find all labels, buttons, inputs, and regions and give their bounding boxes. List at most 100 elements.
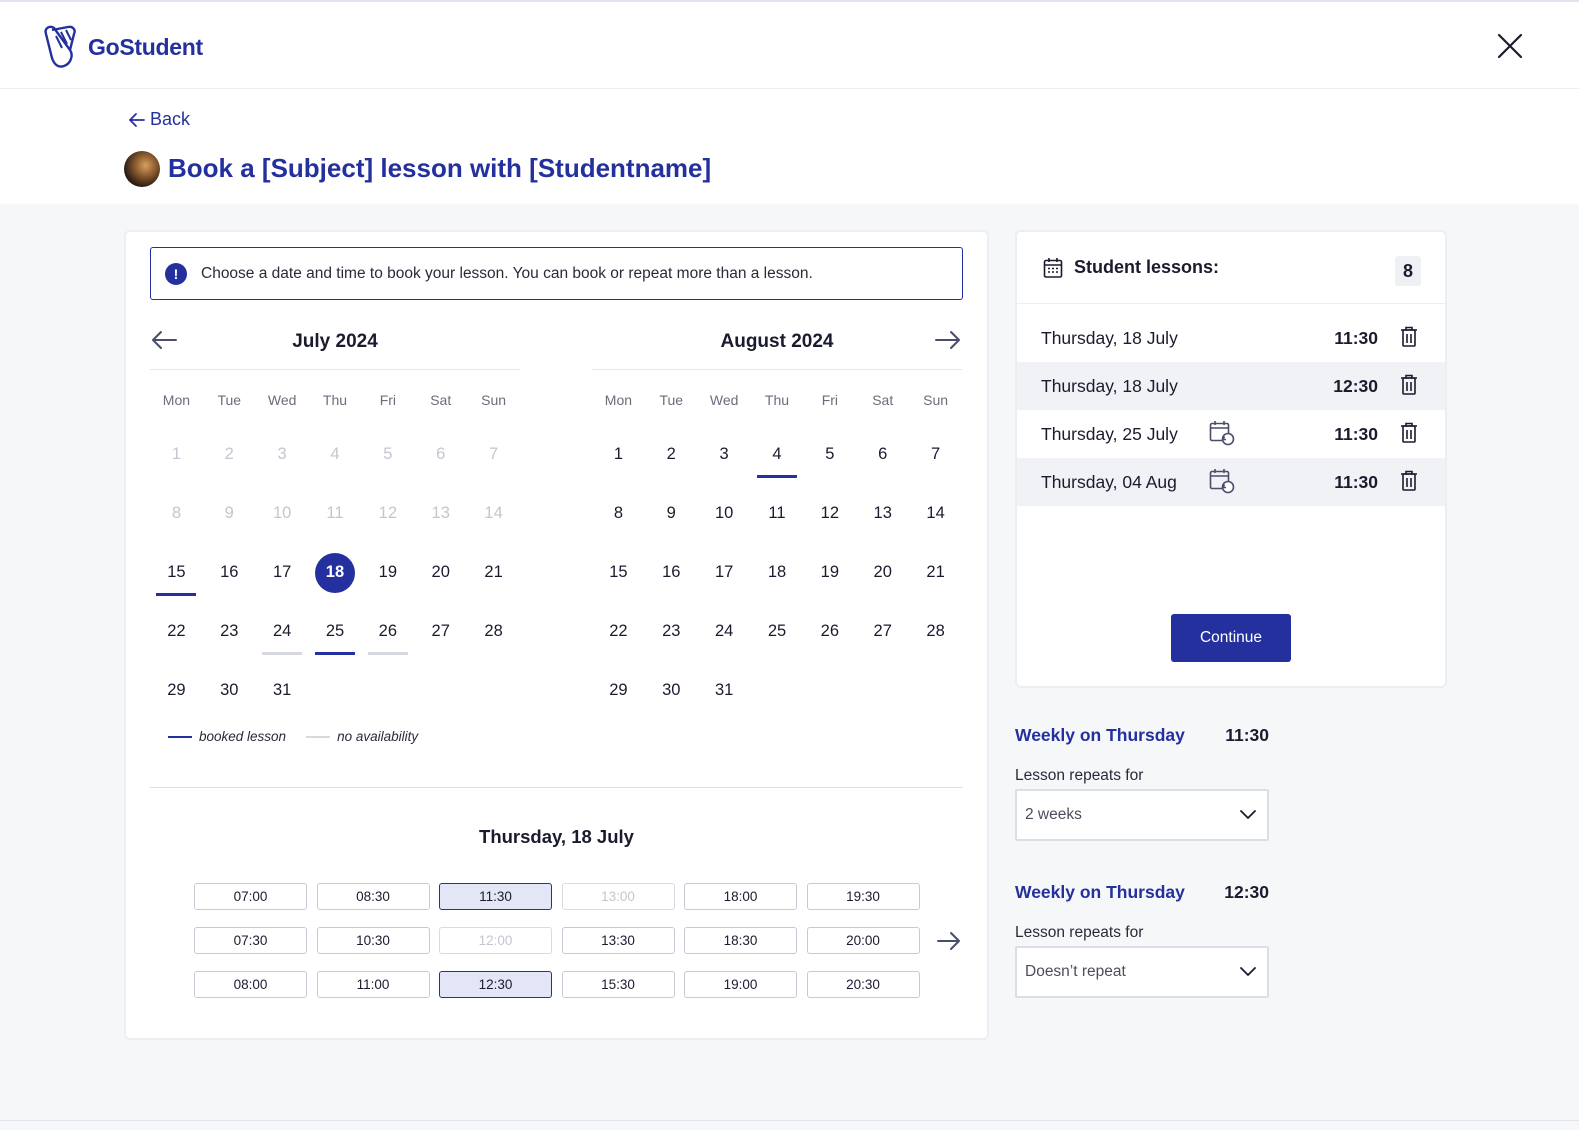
timeslot-button[interactable]: 20:30 (806, 971, 920, 998)
calendar-day-number: 22 (167, 622, 186, 640)
timeslot-button[interactable]: 07:30 (194, 927, 307, 954)
back-link[interactable]: Back (128, 109, 190, 130)
timeslot-button[interactable]: 08:00 (194, 971, 307, 998)
calendar-day[interactable]: 17 (256, 543, 309, 602)
repeat-select-value: Doesn’t repeat (1025, 963, 1126, 980)
repeat-duration-select[interactable]: 2 weeks (1015, 789, 1269, 841)
calendar-day[interactable]: 14 (909, 484, 962, 543)
calendar-day-number: 26 (820, 622, 840, 640)
calendar-day[interactable]: 4 (751, 425, 804, 484)
trash-icon[interactable] (1400, 326, 1418, 353)
close-icon[interactable] (1494, 30, 1526, 62)
calendar-day-number: 13 (873, 504, 892, 522)
calendar-day[interactable]: 3 (698, 425, 751, 484)
lesson-date: Thursday, 25 July (1041, 423, 1178, 444)
calendar-day[interactable]: 29 (592, 661, 645, 720)
calendar-day[interactable]: 20 (856, 543, 909, 602)
calendar-day-number: 20 (431, 563, 450, 581)
calendar-day[interactable]: 27 (856, 602, 909, 661)
calendar-day[interactable]: 24 (698, 602, 751, 661)
calendar-day[interactable]: 16 (645, 543, 698, 602)
calendar-day[interactable]: 10 (698, 484, 751, 543)
calendar-day[interactable]: 21 (467, 543, 520, 602)
trash-icon[interactable] (1400, 470, 1418, 497)
timeslot-button[interactable]: 20:00 (806, 927, 920, 954)
weekday-label: Thu (764, 392, 790, 408)
calendar-day[interactable]: 11 (751, 484, 804, 543)
calendar-day[interactable]: 15 (150, 543, 203, 602)
calendar-day[interactable]: 22 (150, 602, 203, 661)
calendar-day[interactable]: 28 (467, 602, 520, 661)
calendar-day-number: 14 (484, 504, 503, 522)
timeslot-button[interactable]: 11:00 (316, 971, 430, 998)
calendar-day: 8 (150, 484, 203, 543)
calendar-day[interactable]: 18 (309, 543, 362, 602)
timeslot-button[interactable]: 15:30 (561, 971, 675, 998)
repeat-time: 12:30 (1224, 882, 1269, 902)
lesson-time: 11:30 (1334, 423, 1378, 444)
calendar-day[interactable]: 16 (203, 543, 256, 602)
bottom-border (0, 1120, 1579, 1121)
timeslot-button[interactable]: 08:30 (316, 883, 430, 910)
calendar-day[interactable]: 26 (803, 602, 856, 661)
calendar-day[interactable]: 12 (803, 484, 856, 543)
calendar-day[interactable]: 23 (645, 602, 698, 661)
timeslot-button[interactable]: 10:30 (316, 927, 430, 954)
calendar-day-number: 3 (277, 445, 287, 463)
timeslot-button[interactable]: 19:30 (806, 883, 920, 910)
timeslot-button[interactable]: 07:00 (194, 883, 307, 910)
timeslot-button[interactable]: 18:30 (684, 927, 797, 954)
timeslot-button[interactable]: 18:00 (684, 883, 797, 910)
prev-month-arrow-icon[interactable] (150, 328, 178, 352)
trash-icon[interactable] (1400, 422, 1418, 449)
calendar-day-number: 19 (378, 563, 398, 581)
repeat-label: Lesson repeats for (1015, 924, 1144, 941)
calendar-day[interactable]: 30 (203, 661, 256, 720)
calendar-day[interactable]: 30 (645, 661, 698, 720)
repeat-select-value: 2 weeks (1025, 806, 1082, 823)
calendar-day[interactable]: 15 (592, 543, 645, 602)
calendar-day[interactable]: 13 (856, 484, 909, 543)
gostudent-logo[interactable]: GoStudent (40, 24, 203, 70)
calendar-day[interactable]: 7 (909, 425, 962, 484)
calendar-day[interactable]: 2 (645, 425, 698, 484)
calendar-day[interactable]: 25 (309, 602, 362, 661)
calendar-day[interactable]: 5 (803, 425, 856, 484)
calendar-day[interactable]: 17 (698, 543, 751, 602)
calendar-day[interactable]: 18 (751, 543, 804, 602)
calendar-day[interactable]: 19 (803, 543, 856, 602)
calendar-day[interactable]: 1 (592, 425, 645, 484)
timeslot-button[interactable]: 11:30 (439, 883, 552, 910)
calendar-day[interactable]: 31 (698, 661, 751, 720)
calendar-day[interactable]: 27 (414, 602, 467, 661)
continue-button[interactable]: Continue (1171, 614, 1291, 662)
calendar-day-number: 30 (662, 681, 681, 699)
calendar-day[interactable]: 23 (203, 602, 256, 661)
weekday-label: Wed (709, 392, 739, 408)
timeslot-button[interactable]: 12:30 (439, 971, 552, 998)
calendar-day[interactable]: 29 (150, 661, 203, 720)
calendar-legend: booked lesson no availability (168, 729, 438, 744)
calendar-day[interactable]: 8 (592, 484, 645, 543)
calendar-day-number: 16 (662, 563, 681, 581)
calendar-day[interactable]: 28 (909, 602, 962, 661)
next-month-arrow-icon[interactable] (934, 328, 962, 352)
next-slots-arrow-icon[interactable] (936, 930, 962, 952)
calendar-day-number: 12 (820, 504, 840, 522)
calendar-day[interactable]: 9 (645, 484, 698, 543)
timeslot-button[interactable]: 19:00 (684, 971, 797, 998)
timeslot-button[interactable]: 13:30 (561, 927, 675, 954)
weekday-header: Mon Tue Wed Thu Fri Sat Sun (592, 392, 962, 408)
calendar-day-number: 21 (926, 563, 945, 581)
calendar-day[interactable]: 25 (751, 602, 804, 661)
calendar-day[interactable]: 31 (256, 661, 309, 720)
weekday-label: Sat (872, 392, 894, 408)
calendar-day[interactable]: 6 (856, 425, 909, 484)
trash-icon[interactable] (1400, 374, 1418, 401)
calendar-day[interactable]: 21 (909, 543, 962, 602)
calendar-day[interactable]: 22 (592, 602, 645, 661)
calendar-day-number: 16 (220, 563, 239, 581)
calendar-day[interactable]: 20 (414, 543, 467, 602)
repeat-duration-select[interactable]: Doesn’t repeat (1015, 946, 1269, 998)
calendar-day[interactable]: 19 (361, 543, 414, 602)
